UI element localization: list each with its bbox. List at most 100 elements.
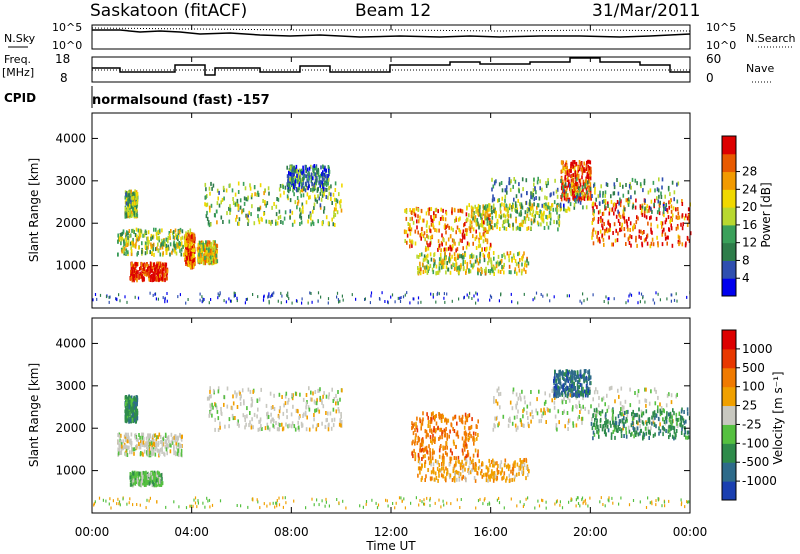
data-cell [209,253,212,257]
data-cell [494,209,496,214]
freq-left-tick-top: 18 [55,52,70,66]
data-cell [420,438,423,443]
data-cell [544,206,547,211]
data-cell [165,247,167,252]
data-cell [287,189,290,194]
data-cell [233,294,235,298]
data-cell [257,190,259,195]
data-cell [491,198,494,203]
data-cell [453,252,456,257]
data-cell [471,225,473,230]
data-cell [593,209,595,214]
data-cell [131,275,133,280]
data-cell [507,214,510,219]
data-cell [459,238,462,243]
data-cell [312,183,314,188]
data-cell [601,199,604,204]
data-cell [523,292,525,296]
data-cell [228,417,231,422]
data-cell [465,245,468,250]
data-cell [223,299,225,303]
data-cell [333,417,336,422]
data-cell [231,413,234,418]
data-cell [143,270,146,275]
data-cell [477,244,480,249]
data-cell [531,195,533,200]
data-cell [130,252,133,257]
data-cell [244,415,246,419]
data-cell [474,259,477,264]
data-cell [120,442,123,447]
data-cell [652,180,655,185]
data-cell [151,480,153,485]
data-cell [146,445,148,450]
data-cell [291,176,294,181]
data-cell [179,248,181,253]
data-cell [566,208,568,213]
data-cell [504,219,507,224]
data-cell [561,182,563,187]
data-cell [141,262,143,267]
data-cell [496,225,498,230]
data-cell [126,193,128,198]
data-cell [430,412,433,417]
data-cell [607,201,609,206]
data-cell [325,215,328,220]
data-cell [594,230,597,235]
data-cell [620,225,623,230]
data-cell [275,221,277,226]
data-cell [259,183,262,188]
data-cell [291,164,293,169]
data-cell [585,187,588,192]
data-cell [440,207,442,212]
data-cell [176,438,179,443]
data-cell [485,216,487,221]
data-cell [130,197,133,202]
data-cell [653,202,655,207]
data-cell [131,262,133,267]
data-cell [578,196,580,201]
data-cell [604,228,607,233]
data-cell [296,205,298,210]
data-cell [577,183,579,188]
data-cell [370,294,372,298]
data-cell [266,422,269,427]
data-cell [589,195,592,200]
data-cell [133,243,136,248]
data-cell [481,217,483,222]
data-cell [507,223,510,227]
data-cell [125,409,127,414]
data-cell [492,194,494,199]
data-cell [314,194,316,199]
data-cell [599,193,601,198]
data-cell [208,250,210,255]
data-cell [295,169,297,174]
data-cell [192,239,194,243]
data-cell [628,199,631,204]
data-cell [155,231,158,236]
data-cell [302,397,305,402]
data-cell [145,441,148,446]
colorbar-segment [722,278,736,297]
data-cell [489,269,492,274]
data-cell [170,229,172,233]
data-cell [429,455,432,460]
data-cell [502,265,505,270]
cpid-value: normalsound (fast) -157 [92,93,270,108]
data-cell [341,294,343,298]
data-cell [226,386,229,391]
data-cell [513,177,515,181]
data-cell [509,223,511,228]
data-cell [118,293,120,297]
data-cell [533,202,535,207]
data-cell [136,192,139,196]
data-cell [134,196,136,201]
data-cell [589,192,592,197]
data-cell [273,424,276,429]
data-cell [446,433,449,437]
data-cell [136,477,139,482]
data-cell [567,199,570,204]
data-cell [565,193,567,198]
data-cell [284,185,287,190]
data-cell [236,299,238,303]
